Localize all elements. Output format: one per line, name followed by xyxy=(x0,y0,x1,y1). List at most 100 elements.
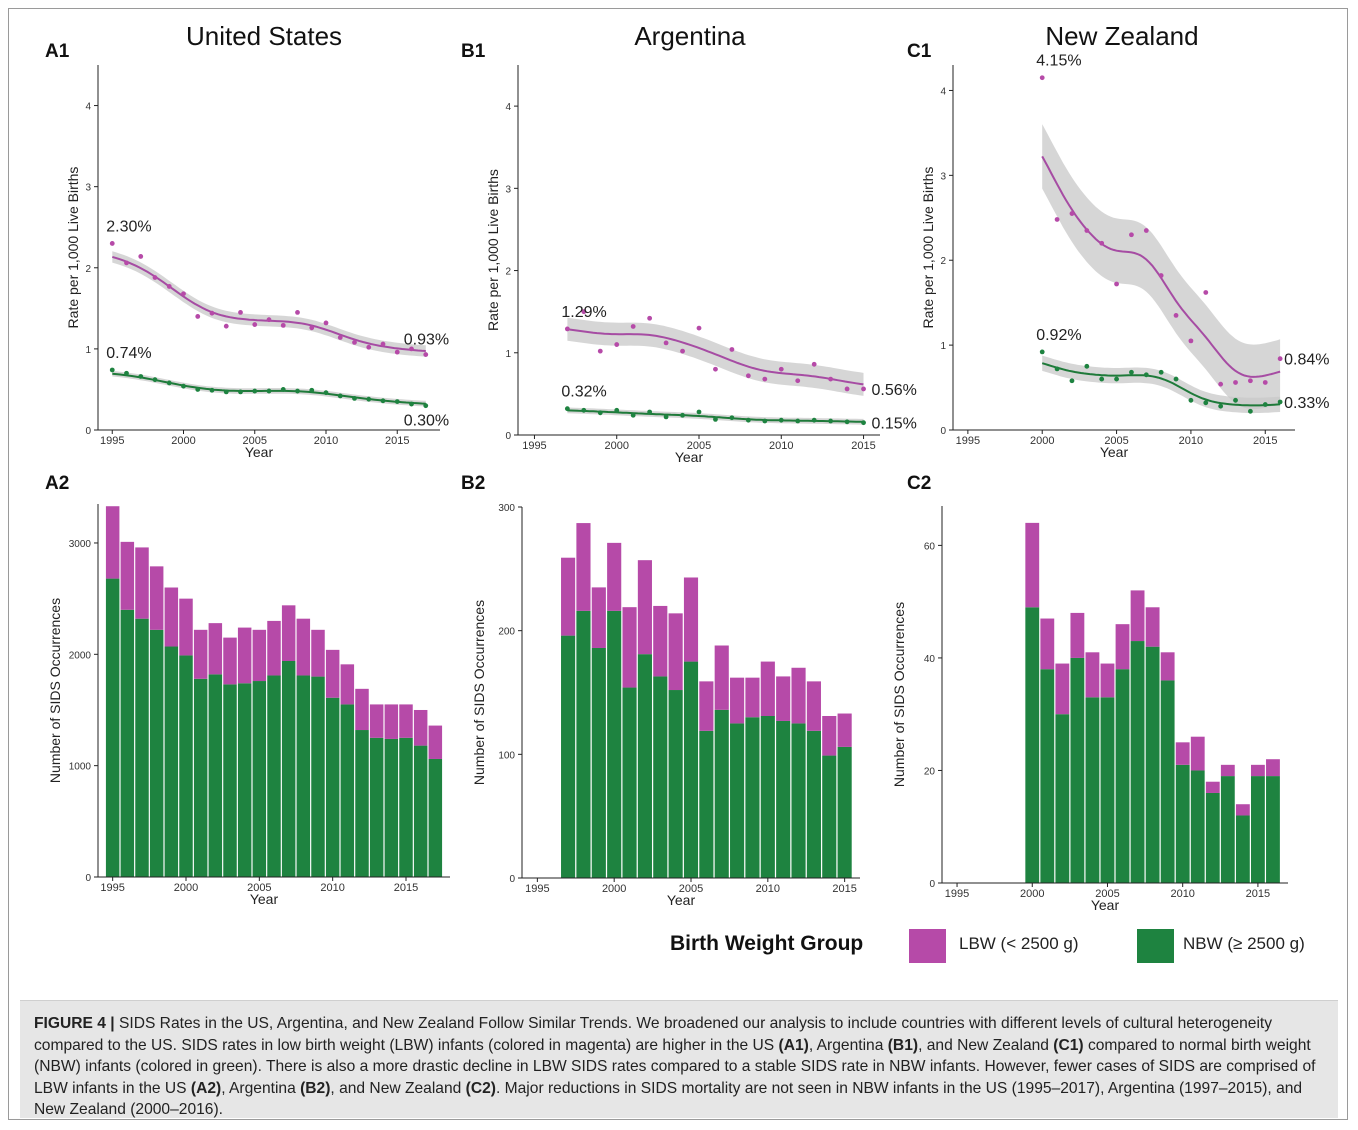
data-point xyxy=(380,341,386,347)
x-tick-label: 2005 xyxy=(247,882,271,894)
caption-segment: , Argentina xyxy=(808,1036,888,1054)
caption-segment: (A2) xyxy=(190,1079,222,1097)
data-point xyxy=(680,348,685,354)
data-point xyxy=(844,386,850,392)
bar-nbw xyxy=(428,758,443,877)
y-axis-title: Number of SIDS Occurrences xyxy=(471,600,487,785)
bar-lbw xyxy=(105,506,120,579)
data-point xyxy=(238,309,243,315)
data-point xyxy=(696,325,702,331)
x-tick-label: 2005 xyxy=(1095,888,1119,900)
data-point xyxy=(614,342,620,347)
x-tick-label: 2000 xyxy=(1030,435,1054,447)
bar-lbw xyxy=(760,661,775,716)
data-point xyxy=(181,291,186,297)
caption-segment: (C1) xyxy=(1053,1036,1084,1054)
bar-nbw xyxy=(267,675,281,877)
bar-nbw xyxy=(730,723,745,878)
data-point xyxy=(778,366,784,372)
bar-nbw xyxy=(591,647,606,878)
data-point xyxy=(762,418,768,424)
rate-annotation: 1.29% xyxy=(561,304,606,321)
data-point xyxy=(1054,217,1060,222)
y-tick-label: 2000 xyxy=(69,650,92,661)
data-point xyxy=(680,412,685,418)
y-tick-label: 0 xyxy=(929,879,935,890)
bar-lbw xyxy=(668,613,683,691)
data-point xyxy=(663,414,669,420)
y-tick-label: 0 xyxy=(940,426,946,437)
bar-lbw xyxy=(1115,624,1130,670)
data-point xyxy=(778,417,784,423)
x-tick-label: 2015 xyxy=(1246,888,1270,900)
data-point xyxy=(366,344,372,350)
data-point xyxy=(295,309,300,315)
bar-lbw xyxy=(776,676,791,721)
x-tick-label: 2000 xyxy=(171,435,195,447)
bar-nbw xyxy=(653,676,668,878)
caption-segment: , and New Zealand xyxy=(330,1079,466,1097)
bar-chart: 0 100 200 300 1995 2000 2005 2010 2015 Year Number… xyxy=(471,503,860,908)
data-point xyxy=(166,380,172,386)
x-tick-label: 2010 xyxy=(314,435,338,447)
data-point xyxy=(124,260,129,266)
bar-lbw xyxy=(1040,618,1055,670)
rate-annotation: 0.84% xyxy=(1284,352,1329,369)
bar-lbw xyxy=(714,645,729,710)
bar-lbw xyxy=(1145,607,1160,647)
y-axis-title: Rate per 1,000 Live Births xyxy=(485,169,501,331)
bar-lbw xyxy=(1175,742,1190,765)
bar-nbw xyxy=(208,674,223,877)
x-tick-label: 2005 xyxy=(243,435,267,447)
rate-annotation: 0.93% xyxy=(404,332,449,349)
bar-nbw xyxy=(1130,641,1145,883)
bar-lbw xyxy=(355,688,369,731)
rate-annotation: 0.32% xyxy=(561,384,606,401)
bar-nbw xyxy=(745,717,760,878)
y-tick-label: 0 xyxy=(85,426,91,437)
data-point xyxy=(1069,211,1075,216)
y-tick-label: 1 xyxy=(85,345,91,356)
trend-line xyxy=(112,255,426,352)
confidence-band xyxy=(1042,355,1281,414)
bar-nbw xyxy=(714,709,729,878)
data-point xyxy=(564,406,570,412)
x-tick-label: 2010 xyxy=(1170,888,1194,900)
caption-label: FIGURE 4 | xyxy=(34,1015,115,1032)
data-point xyxy=(195,387,201,392)
x-axis-title: Year xyxy=(1100,444,1129,460)
data-point xyxy=(581,407,587,413)
bar-lbw xyxy=(208,623,223,675)
x-tick-label: 1995 xyxy=(945,888,969,900)
bar-lbw xyxy=(120,541,135,610)
bar-nbw xyxy=(760,715,775,878)
data-point xyxy=(152,275,158,280)
bar-nbw xyxy=(164,646,179,877)
y-tick-label: 1000 xyxy=(69,762,92,773)
x-tick-label: 2005 xyxy=(679,883,703,895)
bar-nbw xyxy=(699,730,714,878)
y-tick-label: 1 xyxy=(505,349,511,360)
bar-nbw xyxy=(179,655,193,877)
data-point xyxy=(380,398,386,404)
trend-line xyxy=(567,328,864,386)
data-point xyxy=(581,309,587,315)
rate-annotation: 0.15% xyxy=(872,416,917,433)
rate-annotation: 2.30% xyxy=(106,218,151,235)
data-point xyxy=(828,418,834,424)
data-point xyxy=(1158,369,1164,375)
bar-lbw xyxy=(791,667,806,724)
y-tick-label: 2 xyxy=(940,256,946,267)
data-point xyxy=(337,393,343,399)
x-tick-label: 2010 xyxy=(769,440,793,452)
x-tick-label: 2005 xyxy=(1104,435,1128,447)
data-point xyxy=(1129,369,1134,375)
bar-nbw xyxy=(1205,792,1220,883)
bar-nbw xyxy=(622,687,637,878)
bar-lbw xyxy=(252,629,267,682)
bar-lbw xyxy=(622,607,637,688)
bar-lbw xyxy=(281,605,296,661)
y-tick-label: 40 xyxy=(924,654,936,665)
bar-nbw xyxy=(561,635,576,878)
data-point xyxy=(1233,380,1238,385)
